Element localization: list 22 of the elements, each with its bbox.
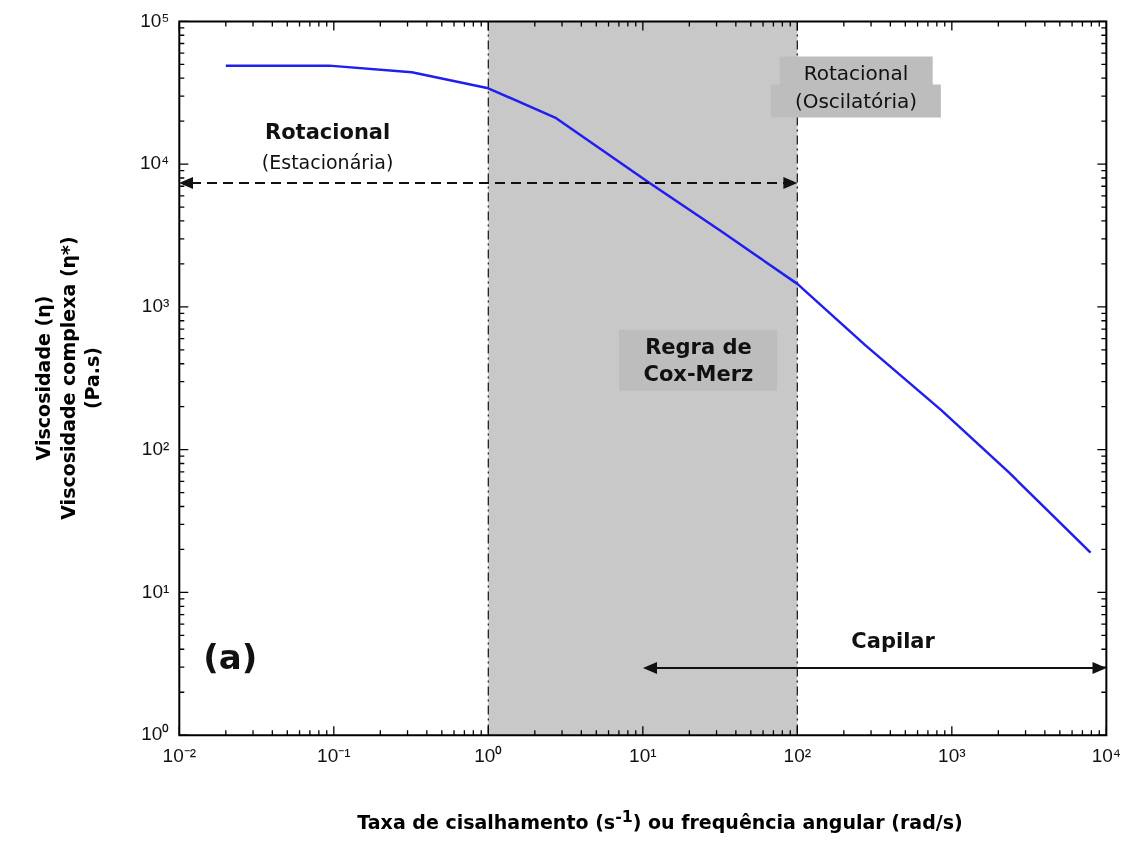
y-axis-title: Viscosidade (η) Viscosidade complexa (η*) (Pa.s) bbox=[30, 236, 105, 520]
x-axis-title: Taxa de cisalhamento (s$^{-1}$) ou frequência angular (rad/s) bbox=[357, 806, 963, 834]
y-tick-label: 10³ bbox=[141, 295, 170, 317]
annotation: (Estacionária) bbox=[261, 150, 394, 175]
x-tick-label: 10⁻² bbox=[162, 744, 197, 766]
annotation: (Oscilatória) bbox=[770, 84, 942, 118]
x-tick-label: 10³ bbox=[938, 744, 966, 766]
y-tick-label: 10¹ bbox=[141, 580, 170, 602]
y-tick-label: 10² bbox=[141, 437, 170, 459]
y-tick-label: 10⁰ bbox=[141, 723, 170, 745]
x-tick-label: 10⁴ bbox=[1091, 744, 1122, 766]
y-tick-label: 10⁴ bbox=[139, 152, 170, 174]
annotation: Capilar bbox=[851, 627, 935, 655]
y-tick-label: 10⁵ bbox=[140, 9, 170, 31]
x-tick-label: 10² bbox=[783, 744, 812, 766]
annotation: (a) bbox=[203, 635, 258, 678]
x-tick-label: 10¹ bbox=[629, 744, 657, 766]
annotation: Rotacional bbox=[265, 118, 391, 146]
annotation: Rotacional bbox=[779, 56, 933, 90]
x-tick-label: 10⁻¹ bbox=[317, 744, 351, 766]
x-tick-label: 10⁰ bbox=[474, 744, 503, 766]
annotation: Regra de Cox-Merz bbox=[619, 330, 778, 391]
